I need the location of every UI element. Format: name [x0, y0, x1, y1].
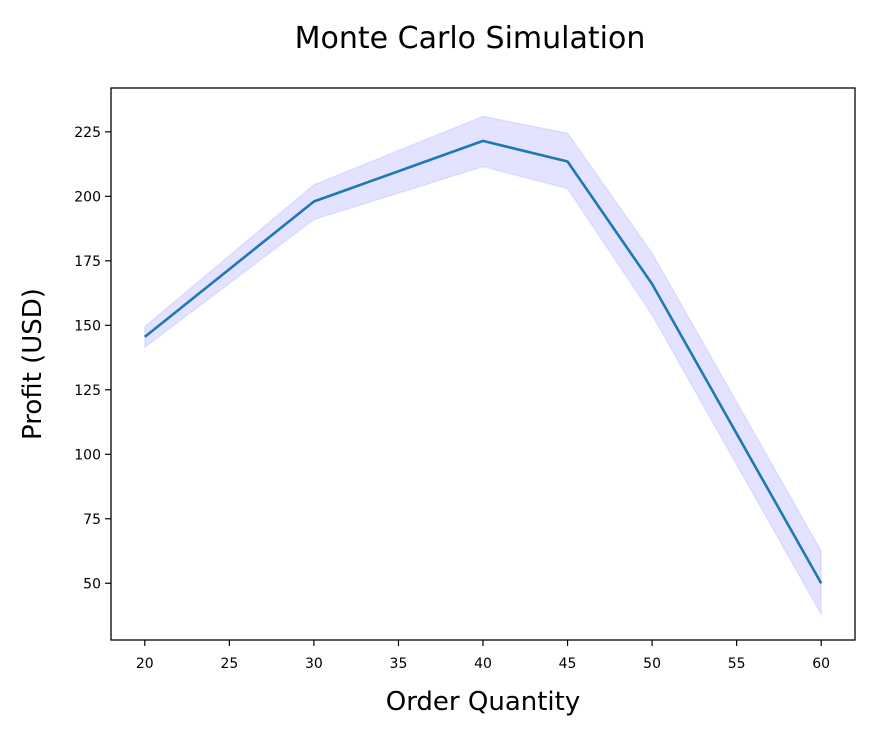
x-axis: 20 25 30 35 40 45 50 55 60	[136, 640, 830, 672]
y-tick-label: 100	[74, 447, 101, 463]
x-tick-label: 35	[390, 656, 408, 672]
y-tick-label: 50	[83, 576, 101, 592]
y-axis-label: Profit (USD)	[18, 288, 48, 440]
series-line	[144, 139, 823, 584]
y-tick-label: 225	[74, 125, 101, 141]
x-tick-label: 40	[474, 656, 492, 672]
y-tick-label: 75	[83, 512, 101, 528]
x-tick-label: 25	[220, 656, 238, 672]
confidence-band	[144, 115, 822, 618]
plot-frame	[110, 87, 856, 641]
x-tick-label: 30	[305, 656, 323, 672]
chart-title: Monte Carlo Simulation	[295, 21, 646, 56]
y-tick-label: 200	[74, 189, 101, 205]
x-tick-label: 60	[812, 656, 830, 672]
x-tick-label: 55	[728, 656, 746, 672]
x-tick-label: 20	[136, 656, 154, 672]
y-axis: 50 75 100 125 150 175 200 225	[74, 125, 111, 592]
plot-area	[144, 115, 823, 618]
y-tick-label: 150	[74, 318, 101, 334]
x-tick-label: 45	[559, 656, 577, 672]
x-axis-label: Order Quantity	[386, 687, 581, 717]
y-tick-label: 125	[74, 383, 101, 399]
y-tick-label: 175	[74, 254, 101, 270]
x-tick-label: 50	[643, 656, 661, 672]
